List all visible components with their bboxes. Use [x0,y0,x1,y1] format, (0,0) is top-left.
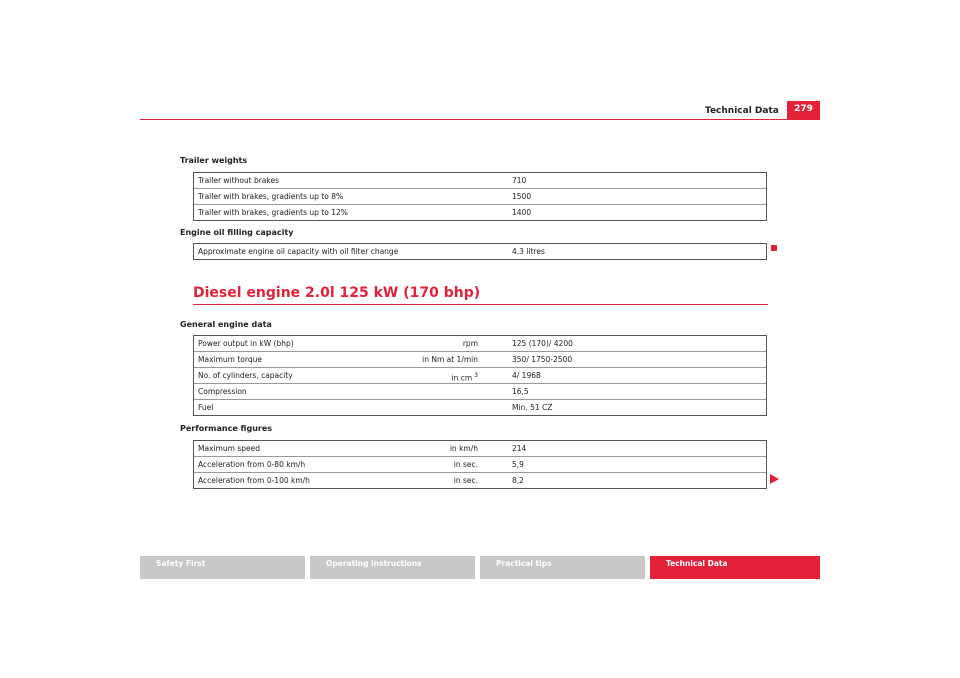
table-row: Fuel Min. 51 CZ [194,399,766,415]
row-label: Trailer without brakes [198,176,280,185]
row-label: Compression [198,387,247,396]
row-label: Acceleration from 0-100 km/h [198,476,310,485]
row-label: Trailer with brakes, gradients up to 8% [198,192,344,201]
table-row: Trailer without brakes 710 [194,173,766,188]
title-rule [193,304,768,305]
row-value: 1500 [512,192,532,201]
table-row: Acceleration from 0-100 km/h in sec. 8,2 [194,472,766,488]
row-value: 4.3 litres [512,247,545,256]
section-heading: General engine data [180,320,272,329]
table-row: Trailer with brakes, gradients up to 12%… [194,204,766,220]
section-heading: Performance figures [180,424,273,433]
footer-tab: Safety First [140,556,305,579]
row-unit: in sec. [453,460,478,469]
row-value: 125 (170)/ 4200 [512,339,573,348]
continue-arrow [770,474,779,484]
section-title: Diesel engine 2.0l 125 kW (170 bhp) [193,285,481,301]
row-label: Maximum speed [198,444,260,453]
row-unit: in cm 3 [451,372,478,383]
superscript: 3 [474,372,478,379]
table-row: Maximum torque in Nm at 1/min 350/ 1750-25… [194,351,766,367]
table-row: Trailer with brakes, gradients up to 8% 1… [194,188,766,204]
row-value: 16,5 [512,387,529,396]
row-label: Power output in kW (bhp) [198,339,294,348]
row-label: Trailer with brakes, gradients up to 12% [198,208,348,217]
row-unit: in sec. [453,476,478,485]
row-value: 1400 [512,208,532,217]
section-heading: Engine oil filling capacity [180,228,294,237]
row-label: No. of cylinders, capacity [198,371,293,380]
table-row: Maximum speed in km/h 214 [194,441,766,456]
row-label: Maximum torque [198,355,262,364]
row-value: 710 [512,176,527,185]
table: Maximum speed in km/h 214 Acceleration from… [193,440,767,489]
footer-tab: Practical tips [480,556,645,579]
row-value: 4/ 1968 [512,371,541,380]
table: Trailer without brakes 710 Trailer with br… [193,172,767,221]
row-unit: in km/h [449,444,478,453]
row-unit: in Nm at 1/min [422,355,478,364]
table: Power output in kW (bhp) rpm 125 (170)/ 42… [193,335,767,416]
section-heading: Trailer weights [180,156,248,165]
footer-tab: Operating instructions [310,556,475,579]
table: Approximate engine oil capacity with oil… [193,243,767,260]
row-value: 350/ 1750-2500 [512,355,573,364]
table-row: No. of cylinders, capacity in cm 3 4/ 1968 [194,367,766,383]
row-label: Acceleration from 0-80 km/h [198,460,306,469]
row-value: 214 [512,444,527,453]
table-row: Acceleration from 0-80 km/h in sec. 5,9 [194,456,766,472]
page-number: 279 [787,101,820,119]
row-value: 5,9 [512,460,524,469]
end-mark [771,245,777,251]
header-rule [140,119,820,120]
row-value: 8,2 [512,476,524,485]
row-label: Approximate engine oil capacity with oil… [198,247,399,256]
row-value: Min. 51 CZ [512,403,553,412]
table-row: Power output in kW (bhp) rpm 125 (170)/ 42… [194,336,766,351]
row-label: Fuel [198,403,214,412]
row-unit: rpm [462,339,478,348]
footer-tab: Technical Data [650,556,820,579]
header-title: Technical Data [705,106,779,116]
table-row: Compression 16,5 [194,383,766,399]
table-row: Approximate engine oil capacity with oil… [194,244,766,259]
